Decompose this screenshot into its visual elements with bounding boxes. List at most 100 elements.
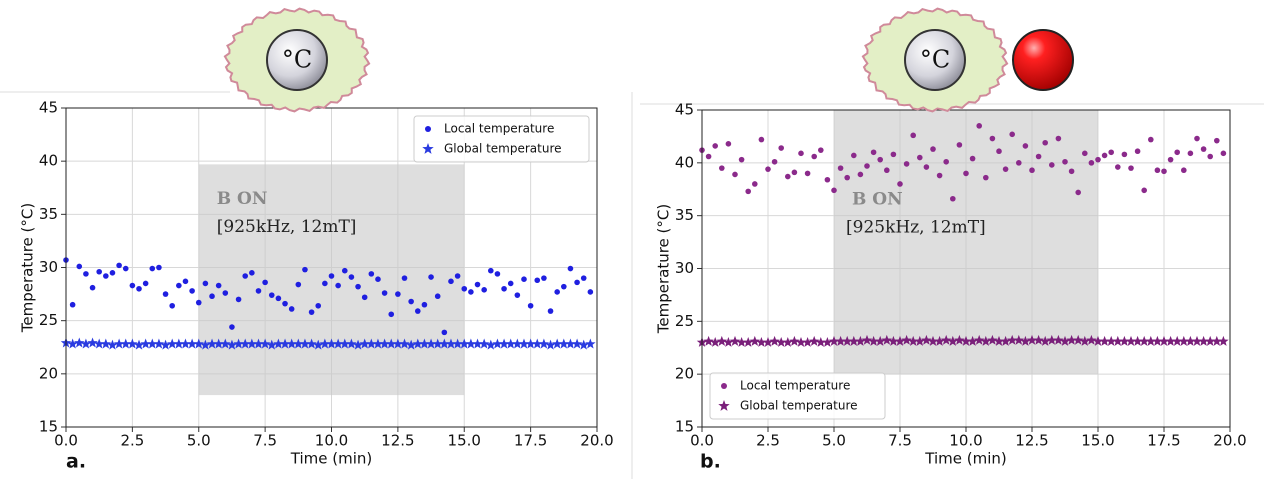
point [494,271,501,277]
point [547,308,554,314]
star-point [927,335,939,346]
star-point [332,338,344,349]
star-point [1079,335,1091,346]
point [870,149,877,156]
star-point [822,336,833,347]
point [580,275,587,281]
star-point [485,339,497,350]
legend-label: Global temperature [740,399,858,413]
point [209,293,215,300]
star-point [1198,335,1209,346]
point [69,301,76,308]
point [348,274,355,280]
point [229,324,235,330]
star-point [153,338,165,349]
star-point [742,336,754,347]
point [288,306,295,312]
point [1200,146,1207,152]
star-point [193,338,204,349]
star-point [173,338,185,349]
point [943,158,949,165]
star-point [954,334,965,345]
point [969,155,976,162]
point [275,295,282,302]
star-point [940,334,952,345]
y-tick-label: 45 [675,101,694,119]
star-point [525,338,536,349]
point [355,283,361,290]
star-point [1165,335,1176,346]
point [474,281,481,288]
star-point [835,335,846,346]
star-point [565,338,576,349]
point [1108,149,1114,156]
star-point [848,335,860,346]
point [295,281,302,288]
star-point [987,334,998,345]
star-point [392,338,404,349]
point [1121,151,1128,158]
point [1101,152,1108,159]
star-point [419,338,430,349]
x-tick-label: 5.0 [822,432,846,450]
point [414,308,421,314]
star-point [993,335,1005,346]
star-point [346,338,357,349]
star-point [432,338,443,349]
star-point [749,335,761,346]
point [481,287,487,293]
star-point [226,339,238,350]
point [541,275,547,281]
star-point [67,338,78,349]
point [268,292,275,298]
point [195,299,202,306]
star-point [769,335,780,346]
star-point [1211,335,1223,346]
point [983,174,989,181]
y-tick-label: 25 [39,311,58,329]
point [361,294,368,301]
star-point [465,338,477,349]
point [1095,156,1101,163]
point [315,302,322,309]
point [996,148,1002,155]
point [561,283,567,290]
plot-frame [65,107,598,428]
point [1187,150,1194,157]
star-point [802,336,813,347]
star-point [386,338,397,349]
series [63,257,594,336]
star-point [723,336,734,347]
point [527,302,534,309]
point [103,273,109,279]
point [798,150,804,157]
star-point [87,337,98,348]
y-tick-label: 35 [39,205,58,223]
point [719,165,725,171]
point [202,280,209,287]
point [1207,153,1213,160]
star-point [399,338,410,349]
x-tick-label: 2.5 [120,432,144,450]
point [514,292,521,298]
point [831,187,837,194]
point [441,329,448,336]
point [897,181,903,187]
star-point [505,338,516,349]
point [857,171,864,178]
star-point [855,335,866,346]
point [1134,148,1141,155]
y-tick-label: 20 [675,365,694,383]
point [725,141,732,147]
point [182,278,189,285]
point [587,289,594,295]
star-point [762,336,774,347]
point [738,156,745,163]
y-tick-label: 40 [675,153,694,171]
star-point [716,335,728,346]
point [956,142,963,148]
x-tick-label: 17.5 [1147,432,1180,450]
point [1141,187,1147,194]
point [162,291,169,297]
cell-label: °C [920,46,950,74]
